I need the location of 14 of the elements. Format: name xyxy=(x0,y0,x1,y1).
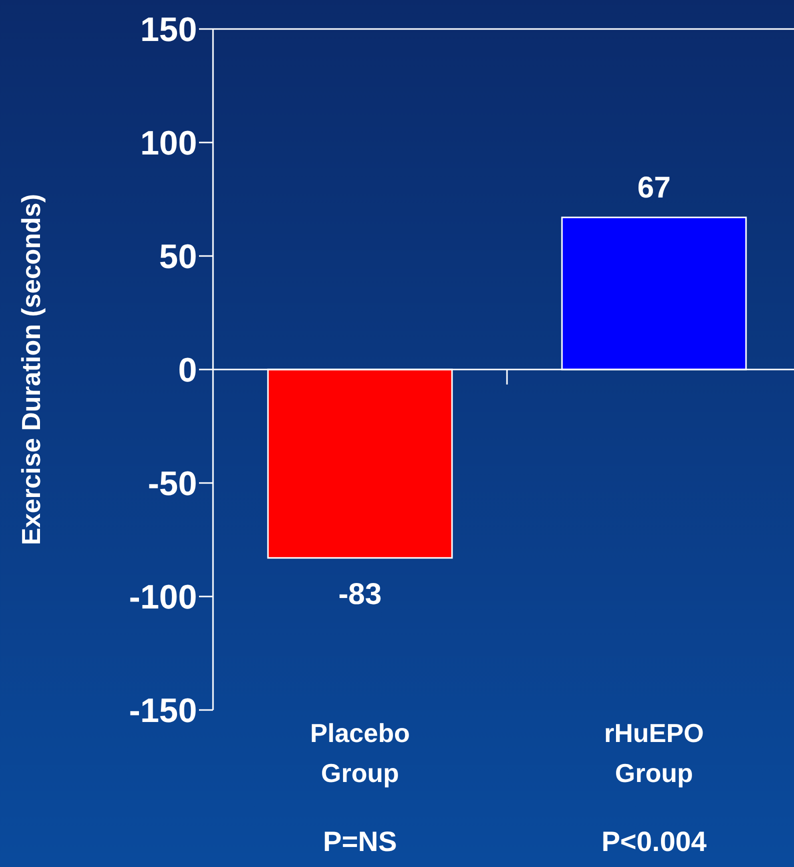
y-tick-label: -50 xyxy=(148,465,197,504)
y-axis-title: Exercise Duration (seconds) xyxy=(16,194,46,546)
text: P<0.004 xyxy=(601,826,707,857)
y-tick-label: -100 xyxy=(128,578,197,617)
x-tick-label: rHuEPO Group xyxy=(604,718,704,788)
y-tick-label: 50 xyxy=(159,238,197,276)
y-tick-label: 150 xyxy=(140,11,197,50)
y-tick-label: 100 xyxy=(140,124,197,163)
text: P=NS xyxy=(323,826,397,857)
y-tick-label: 0 xyxy=(178,352,197,390)
x-tick-label: Placebo Group xyxy=(310,718,410,788)
data-label: -83 xyxy=(338,578,382,611)
y-tick-label: -150 xyxy=(128,692,197,730)
data-label: 67 xyxy=(637,171,671,204)
